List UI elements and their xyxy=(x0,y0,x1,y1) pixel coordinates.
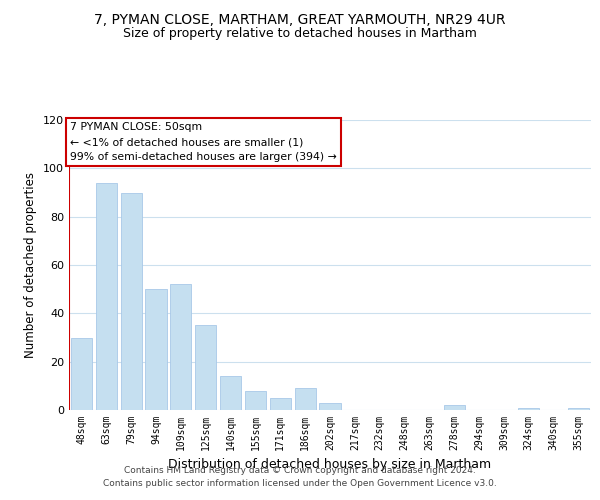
Text: 7, PYMAN CLOSE, MARTHAM, GREAT YARMOUTH, NR29 4UR: 7, PYMAN CLOSE, MARTHAM, GREAT YARMOUTH,… xyxy=(94,12,506,26)
Bar xyxy=(220,376,241,410)
Bar xyxy=(245,390,266,410)
Bar xyxy=(444,405,465,410)
Bar xyxy=(518,408,539,410)
Y-axis label: Number of detached properties: Number of detached properties xyxy=(25,172,37,358)
Bar xyxy=(270,398,291,410)
Text: Contains HM Land Registry data © Crown copyright and database right 2024.
Contai: Contains HM Land Registry data © Crown c… xyxy=(103,466,497,487)
Bar xyxy=(195,326,216,410)
X-axis label: Distribution of detached houses by size in Martham: Distribution of detached houses by size … xyxy=(169,458,491,471)
Bar xyxy=(295,388,316,410)
Bar xyxy=(568,408,589,410)
Bar xyxy=(96,183,117,410)
Bar xyxy=(145,289,167,410)
Text: 7 PYMAN CLOSE: 50sqm
← <1% of detached houses are smaller (1)
99% of semi-detach: 7 PYMAN CLOSE: 50sqm ← <1% of detached h… xyxy=(70,122,337,162)
Bar xyxy=(71,338,92,410)
Text: Size of property relative to detached houses in Martham: Size of property relative to detached ho… xyxy=(123,28,477,40)
Bar xyxy=(170,284,191,410)
Bar xyxy=(319,403,341,410)
Bar xyxy=(121,192,142,410)
